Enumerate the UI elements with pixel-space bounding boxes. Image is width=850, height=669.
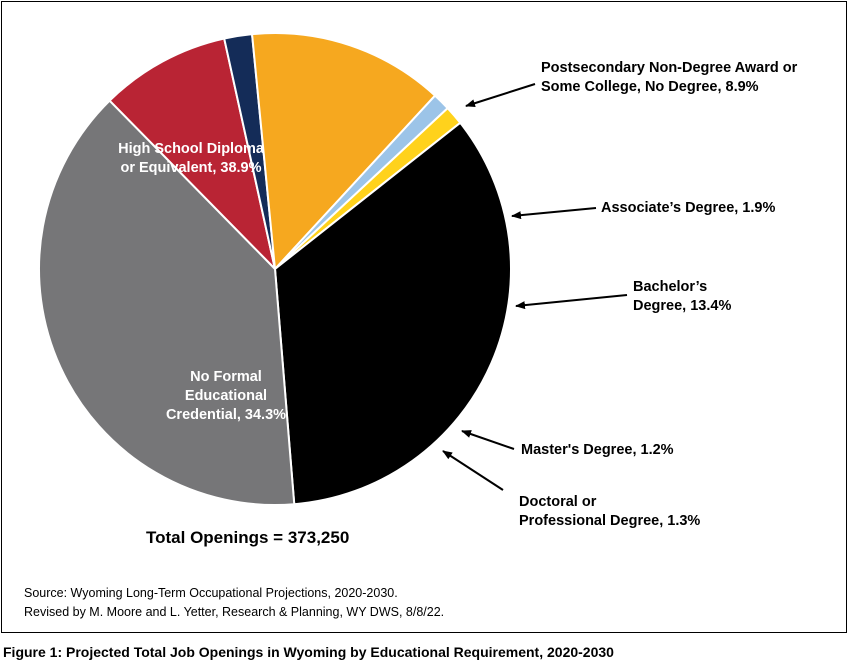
slice-label: Master's Degree, 1.2% — [521, 442, 674, 458]
leader-arrow — [461, 430, 515, 450]
slice-label: High School Diploma or Equivalent, 38.9% — [118, 141, 264, 176]
slice-label: Doctoral or Professional Degree, 1.3% — [519, 494, 701, 529]
leader-arrow — [465, 83, 536, 108]
slice-label: Associate’s Degree, 1.9% — [601, 200, 776, 216]
revision-line: Revised by M. Moore and L. Yetter, Resea… — [24, 605, 445, 619]
pie-slice — [251, 32, 437, 270]
chart-frame — [1, 1, 847, 633]
figure-caption: Figure 1: Projected Total Job Openings i… — [3, 644, 614, 660]
slice-label: No Formal Educational Credential, 34.3% — [165, 369, 287, 423]
total-openings: Total Openings = 373,250 — [146, 528, 350, 547]
leader-arrow — [511, 207, 597, 220]
slice-label: Postsecondary Non-Degree Award or Some C… — [541, 60, 798, 95]
source-line: Source: Wyoming Long-Term Occupational P… — [24, 586, 398, 600]
pie-slice — [274, 121, 512, 506]
leader-arrow — [442, 450, 504, 491]
slice-label: Bachelor’s Degree, 13.4% — [633, 279, 732, 314]
leader-arrow — [515, 294, 628, 310]
pie-slice — [108, 37, 276, 270]
pie-slice — [38, 99, 296, 506]
